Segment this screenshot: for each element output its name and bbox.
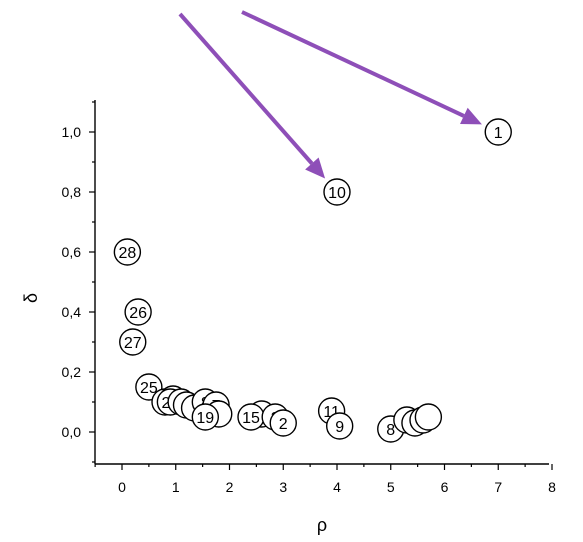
data-point-marker [124,298,152,326]
x-tick-label: 6 [441,479,449,495]
data-point-label: 28 [118,245,136,262]
data-point-label: 1 [494,125,503,142]
annotation-arrow-shaft [241,10,465,118]
data-point: 26 [124,298,152,326]
y-axis-title: δ [21,293,41,303]
data-point-marker [325,412,354,440]
y-tick-label: 0,4 [62,304,82,320]
y-tick-label: 1,0 [62,124,82,140]
annotation-arrow [241,10,482,125]
x-tick-label: 5 [387,479,395,495]
data-point: 1 [484,118,512,146]
y-tick-label: 0,2 [62,364,82,380]
data-point-label: 8 [386,422,395,439]
data-point-label: 2 [279,416,288,433]
x-tick-label: 8 [548,479,556,495]
data-point-label: 26 [129,305,147,322]
data-point-label: 9 [335,419,344,436]
data-point: 2 [269,409,297,437]
x-tick-label: 0 [118,479,126,495]
data-point-marker [191,403,220,431]
y-tick-label: 0,8 [62,184,82,200]
data-point: 15 [237,403,265,431]
annotation-arrow-head [305,157,326,179]
x-tick-label: 1 [172,479,180,495]
data-point: 10 [323,178,351,206]
y-tick-label: 0,0 [62,424,82,440]
y-tick-label: 0,6 [62,244,82,260]
annotation-arrow-shaft [178,12,314,165]
x-tick-label: 2 [226,479,234,495]
data-point: 19 [191,403,220,431]
data-point-marker [113,238,142,266]
data-point: 9 [325,412,354,440]
data-point-label: 19 [196,410,214,427]
axis-ticks: 0 1 2 3 4 5 6 7 8 0,0 0,2 0,4 0,6 0,8 1,0 [62,101,556,495]
data-point-marker [484,118,512,146]
annotation-arrow [178,12,326,179]
data-point-marker [119,328,147,356]
annotation-arrow-head [460,107,482,125]
x-axis-title: ρ [317,515,327,535]
data-point-label: 10 [328,185,346,202]
data-point-marker [269,409,297,437]
data-point-marker [323,178,351,206]
data-point: 27 [119,328,147,356]
data-point: 28 [113,238,142,266]
x-tick-label: 7 [494,479,502,495]
data-point-label: 15 [242,410,260,427]
data-point-label: 25 [140,380,158,397]
x-tick-label: 4 [333,479,341,495]
data-point [414,403,443,431]
annotation-arrows [178,10,482,179]
data-points: 28262725248719153211987101 [113,118,512,443]
data-point-marker [414,403,443,431]
data-point-label: 27 [124,335,142,352]
x-tick-label: 3 [279,479,287,495]
